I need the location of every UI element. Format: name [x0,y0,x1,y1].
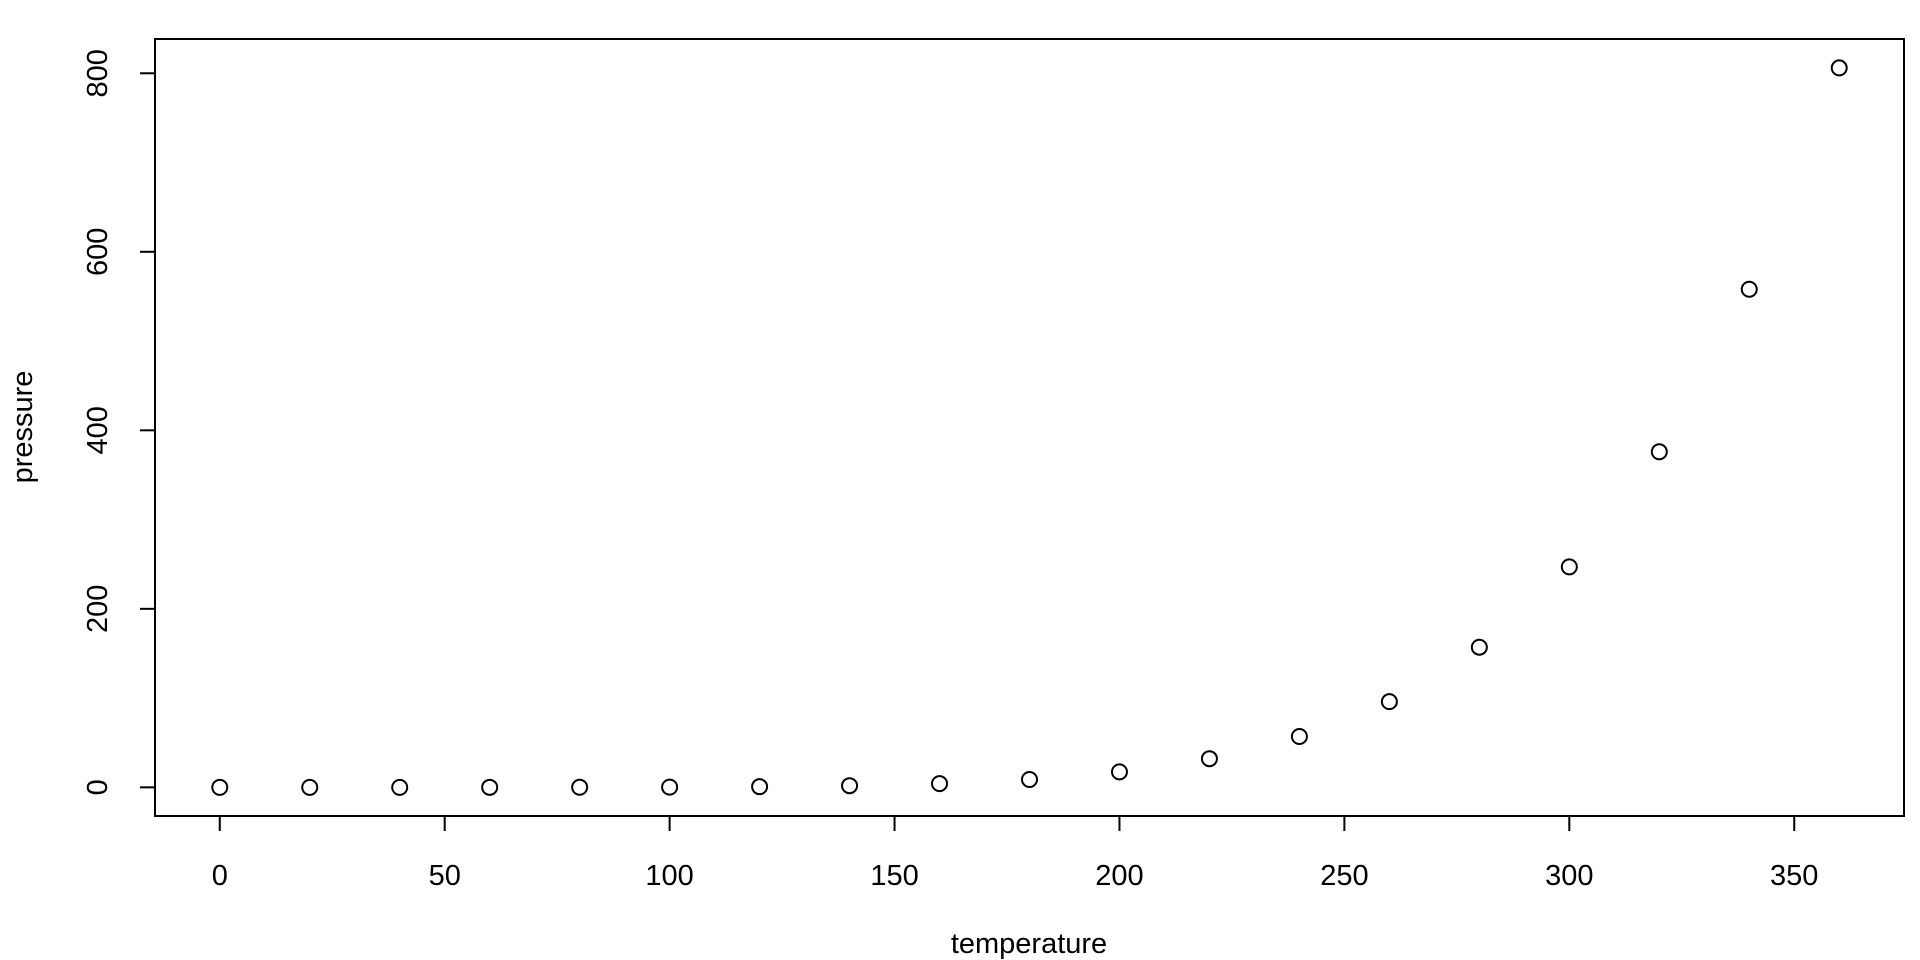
data-point [751,778,769,796]
x-tick-label: 250 [1320,860,1368,892]
data-point [1830,59,1848,77]
data-point [481,778,499,796]
y-axis: 0 200 400 600 800 [82,49,156,795]
data-point [571,778,589,796]
x-tick-label: 300 [1545,860,1593,892]
data-point [391,778,409,796]
x-axis: 0 50 100 150 200 250 300 350 [212,815,1818,892]
x-tick-label: 0 [212,860,228,892]
data-point [1200,750,1218,768]
data-point [1470,638,1488,656]
x-axis-label: temperature [951,928,1107,960]
plot-frame [154,38,1905,817]
data-point [1110,763,1128,781]
x-tick-label: 50 [429,860,461,892]
data-point [1380,693,1398,711]
data-point [1740,280,1758,298]
y-tick-label: 0 [82,779,114,795]
data-point [211,778,229,796]
data-point [661,778,679,796]
y-tick-label: 200 [82,585,114,633]
data-point [931,775,949,793]
y-tick-label: 400 [82,406,114,454]
x-tick-label: 200 [1095,860,1143,892]
data-point [1650,443,1668,461]
data-points [211,59,1848,796]
data-point [841,777,859,795]
data-point [301,778,319,796]
x-tick-label: 100 [645,860,693,892]
data-point [1560,558,1578,576]
y-axis-label: pressure [7,371,39,484]
x-tick-label: 150 [870,860,918,892]
data-point [1290,727,1308,745]
data-point [1021,770,1038,788]
y-tick-label: 600 [82,228,114,276]
x-tick-label: 350 [1770,860,1818,892]
y-tick-label: 800 [82,49,114,97]
